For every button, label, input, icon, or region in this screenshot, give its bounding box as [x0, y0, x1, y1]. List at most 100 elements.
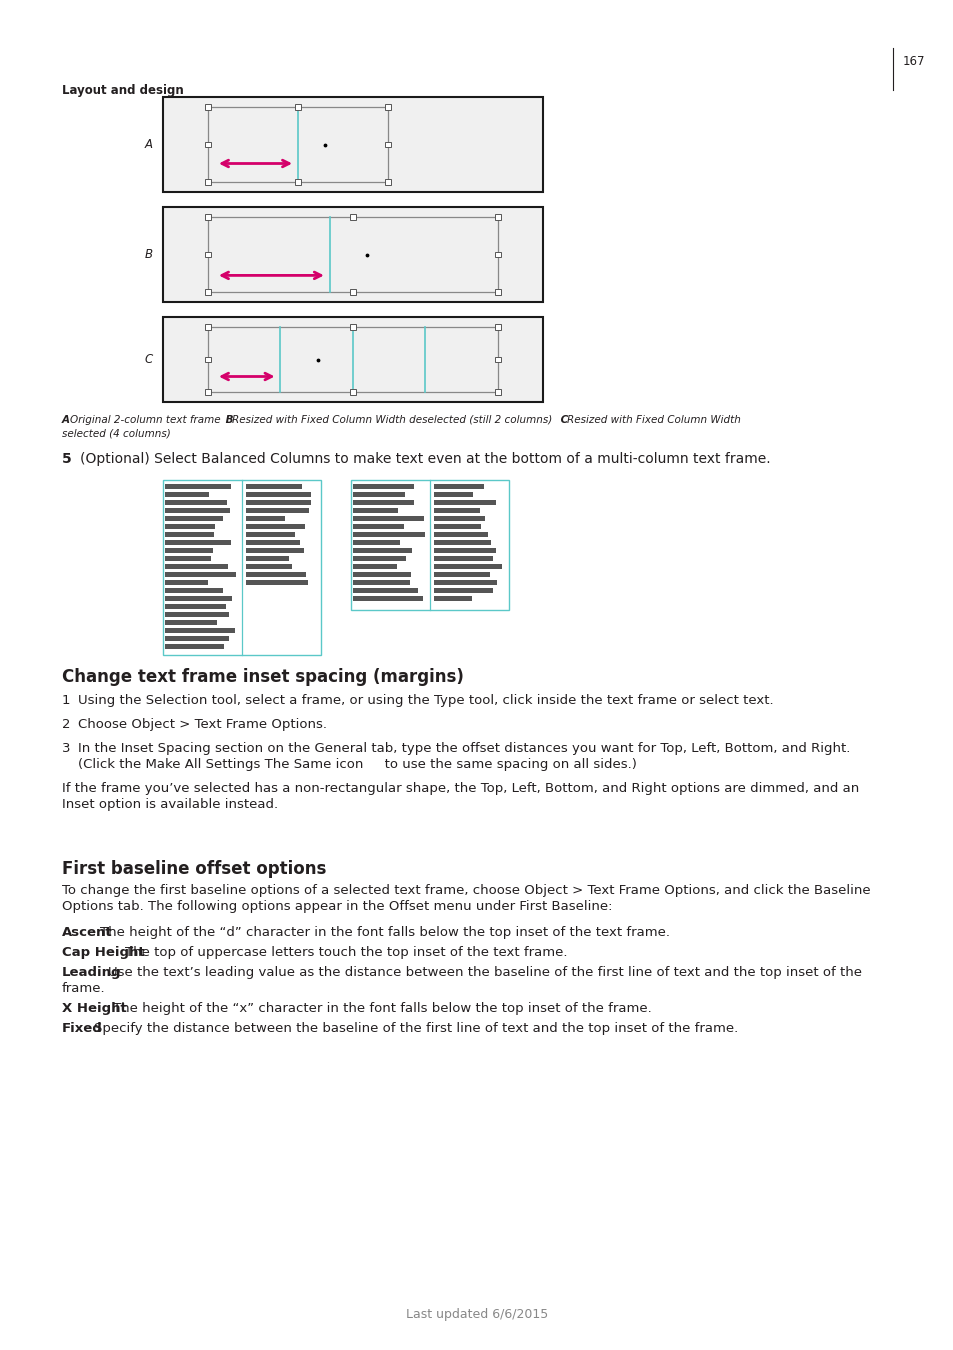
Bar: [353, 500, 414, 505]
Bar: [350, 324, 355, 329]
Text: Fixed: Fixed: [62, 1022, 103, 1035]
Text: Leading: Leading: [62, 967, 121, 979]
Bar: [165, 500, 227, 505]
Bar: [165, 572, 235, 576]
Bar: [246, 564, 292, 568]
Text: 3: 3: [62, 743, 71, 755]
Bar: [495, 215, 500, 220]
Text: B: B: [145, 248, 152, 261]
Bar: [495, 389, 500, 394]
Text: Layout and design: Layout and design: [62, 84, 184, 97]
Bar: [165, 620, 216, 625]
Text: Use the text’s leading value as the distance between the baseline of the first l: Use the text’s leading value as the dist…: [108, 967, 862, 979]
Bar: [353, 532, 424, 537]
Bar: [205, 389, 211, 394]
Text: The height of the “x” character in the font falls below the top inset of the fra: The height of the “x” character in the f…: [112, 1002, 651, 1015]
Bar: [353, 516, 423, 521]
Text: 167: 167: [902, 55, 924, 68]
Bar: [353, 491, 405, 497]
Bar: [434, 540, 491, 545]
Text: 5: 5: [62, 452, 71, 466]
Text: Specify the distance between the baseline of the first line of text and the top : Specify the distance between the baselin…: [94, 1022, 738, 1035]
Bar: [163, 97, 542, 192]
Bar: [353, 485, 414, 489]
Bar: [208, 107, 388, 182]
Bar: [350, 389, 355, 394]
Bar: [246, 540, 299, 545]
Text: X Height: X Height: [62, 1002, 127, 1015]
Text: 2: 2: [62, 718, 71, 730]
Bar: [163, 481, 320, 655]
Bar: [246, 572, 306, 576]
Bar: [205, 251, 211, 258]
Bar: [246, 508, 309, 513]
Bar: [246, 485, 302, 489]
Bar: [163, 317, 542, 402]
Bar: [495, 289, 500, 294]
Text: B: B: [222, 414, 233, 425]
Bar: [351, 481, 509, 610]
Bar: [434, 516, 484, 521]
Bar: [165, 540, 231, 545]
Text: Inset option is available instead.: Inset option is available instead.: [62, 798, 278, 811]
Text: (Optional) Select Balanced Columns to make text even at the bottom of a multi-co: (Optional) Select Balanced Columns to ma…: [80, 452, 770, 466]
Bar: [165, 589, 223, 593]
Text: First baseline offset options: First baseline offset options: [62, 860, 326, 878]
Bar: [165, 644, 224, 649]
Text: (Click the Make All Settings The Same icon     to use the same spacing on all si: (Click the Make All Settings The Same ic…: [78, 757, 637, 771]
Bar: [434, 532, 488, 537]
Bar: [353, 595, 422, 601]
Text: Original 2-column text frame: Original 2-column text frame: [70, 414, 220, 425]
Text: 1: 1: [62, 694, 71, 707]
Bar: [246, 548, 304, 554]
Text: Resized with Fixed Column Width deselected (still 2 columns): Resized with Fixed Column Width deselect…: [232, 414, 552, 425]
Bar: [205, 324, 211, 329]
Bar: [294, 180, 300, 185]
Text: selected (4 columns): selected (4 columns): [62, 428, 171, 437]
Bar: [208, 217, 497, 292]
Bar: [434, 564, 501, 568]
Text: The height of the “d” character in the font falls below the top inset of the tex: The height of the “d” character in the f…: [100, 926, 669, 940]
Bar: [434, 508, 479, 513]
Bar: [165, 612, 229, 617]
Bar: [165, 595, 232, 601]
Bar: [165, 628, 234, 633]
Bar: [434, 589, 493, 593]
Bar: [246, 524, 305, 529]
Bar: [434, 524, 480, 529]
Bar: [495, 356, 500, 362]
Text: A: A: [62, 414, 70, 425]
Bar: [434, 595, 472, 601]
Bar: [350, 215, 355, 220]
Bar: [205, 356, 211, 362]
Text: To change the first baseline options of a selected text frame, choose Object > T: To change the first baseline options of …: [62, 884, 870, 896]
Bar: [205, 142, 211, 147]
Text: Choose Object > Text Frame Options.: Choose Object > Text Frame Options.: [78, 718, 327, 730]
Text: Cap Height: Cap Height: [62, 946, 145, 958]
Bar: [205, 180, 211, 185]
Text: C: C: [557, 414, 568, 425]
Bar: [246, 500, 311, 505]
Text: Last updated 6/6/2015: Last updated 6/6/2015: [405, 1308, 548, 1322]
Bar: [205, 289, 211, 294]
Bar: [434, 485, 483, 489]
Bar: [495, 251, 500, 258]
Bar: [205, 104, 211, 109]
Bar: [205, 215, 211, 220]
Bar: [434, 500, 496, 505]
Bar: [165, 556, 211, 562]
Bar: [165, 564, 228, 568]
Bar: [163, 207, 542, 302]
Bar: [385, 180, 391, 185]
Bar: [353, 548, 412, 554]
Bar: [434, 548, 496, 554]
Bar: [208, 327, 497, 392]
Bar: [294, 104, 300, 109]
Text: frame.: frame.: [62, 981, 106, 995]
Bar: [353, 556, 406, 562]
Text: In the Inset Spacing section on the General tab, type the offset distances you w: In the Inset Spacing section on the Gene…: [78, 743, 849, 755]
Bar: [246, 580, 308, 585]
Bar: [353, 540, 399, 545]
Bar: [246, 516, 285, 521]
Bar: [434, 556, 493, 562]
